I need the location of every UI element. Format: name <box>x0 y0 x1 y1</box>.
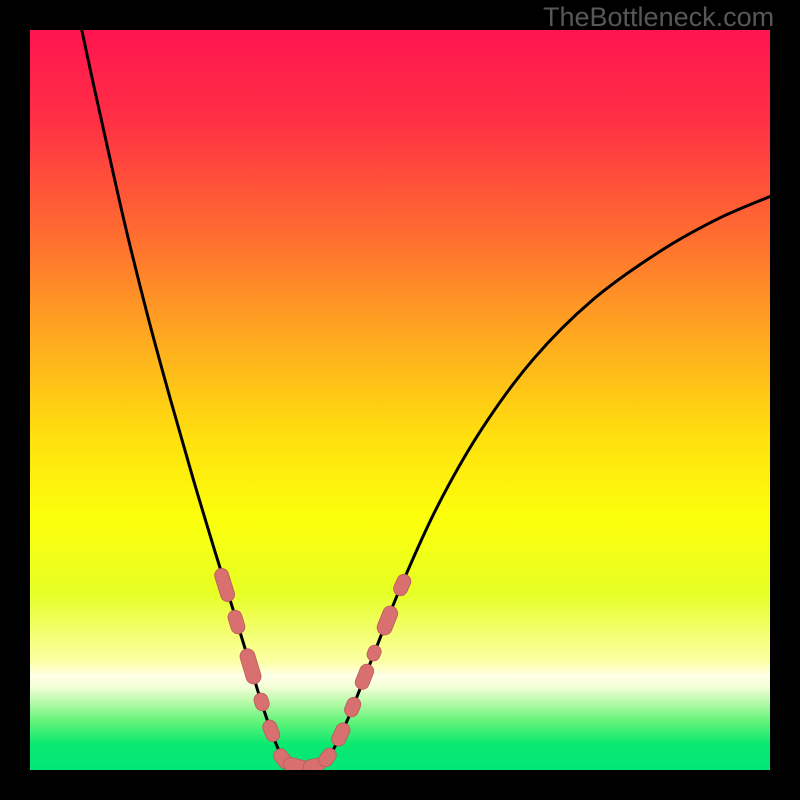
curve-marker <box>375 604 400 637</box>
curve-marker <box>329 721 352 749</box>
curve-marker <box>365 643 383 663</box>
bottleneck-curve <box>82 30 770 767</box>
curve-marker <box>391 572 413 598</box>
chart-overlay <box>30 30 770 770</box>
curve-marker <box>226 608 246 635</box>
curve-marker <box>342 695 362 719</box>
curve-marker <box>252 691 271 713</box>
curve-marker <box>261 718 282 744</box>
watermark-text: TheBottleneck.com <box>543 2 774 33</box>
plot-area <box>30 30 770 770</box>
curve-marker <box>353 662 376 691</box>
curve-marker <box>238 647 263 686</box>
curve-marker <box>213 567 237 604</box>
